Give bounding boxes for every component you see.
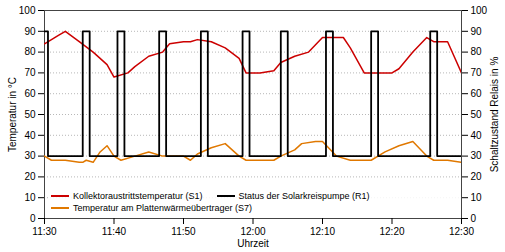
svg-text:80: 80 [24,46,36,57]
html-text:Temperatur am Plattenwärmeüber: Temperatur am Plattenwärmeübertrager (S7… [73,203,253,213]
svg-text:40: 40 [471,130,483,141]
svg-text:30: 30 [471,150,483,161]
svg-text:20: 20 [471,171,483,182]
svg-text:10: 10 [24,192,36,203]
svg-text:90: 90 [471,26,483,37]
svg-text:100: 100 [471,5,488,16]
svg-text:12:20: 12:20 [379,226,404,237]
svg-text:11:50: 11:50 [171,226,196,237]
html-text:Status der Solarkreispumpe (R1: Status der Solarkreispumpe (R1) [238,191,370,201]
svg-text:0: 0 [471,213,477,224]
svg-text:30: 30 [24,150,36,161]
svg-text:50: 50 [24,109,36,120]
svg-text:12:10: 12:10 [310,226,335,237]
svg-text:40: 40 [24,130,36,141]
svg-text:20: 20 [24,171,36,182]
svg-text:60: 60 [24,88,36,99]
svg-text:10: 10 [471,192,483,203]
svg-text:11:30: 11:30 [32,226,57,237]
svg-text:Temperatur in °C: Temperatur in °C [7,77,18,152]
svg-text:Uhrzeit: Uhrzeit [237,238,269,249]
svg-text:50: 50 [471,109,483,120]
svg-text:100: 100 [19,5,36,16]
svg-text:11:40: 11:40 [102,226,127,237]
svg-text:60: 60 [471,88,483,99]
svg-text:80: 80 [471,46,483,57]
svg-text:12:30: 12:30 [449,226,474,237]
svg-text:Schaltzustand Relais in %: Schaltzustand Relais in % [489,57,500,173]
svg-text:90: 90 [24,26,36,37]
svg-text:70: 70 [471,67,483,78]
html-text:Kollektoraustrittstemperatur (: Kollektoraustrittstemperatur (S1) [73,191,203,201]
svg-text:70: 70 [24,67,36,78]
svg-text:12:00: 12:00 [240,226,265,237]
svg-text:0: 0 [30,213,36,224]
